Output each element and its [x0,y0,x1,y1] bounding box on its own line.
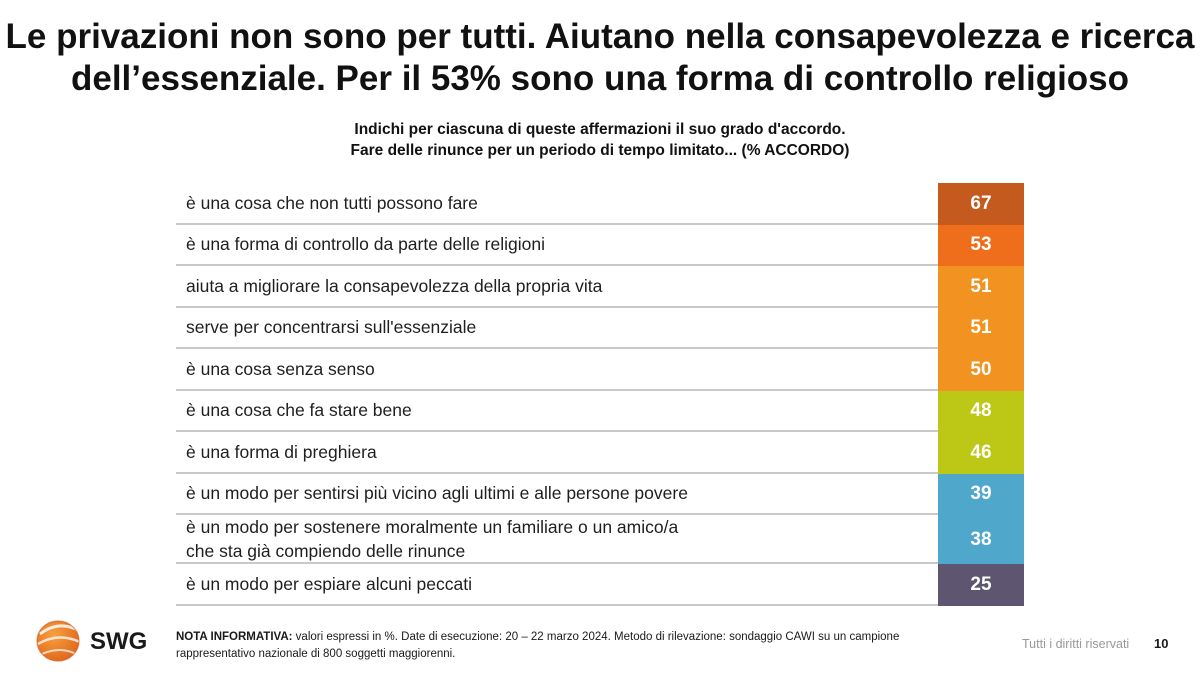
row-label-line: è un modo per sentirsi più vicino agli u… [186,483,688,504]
footnote-label: NOTA INFORMATIVA: [176,631,293,643]
chart-subtitle: Indichi per ciascuna di queste affermazi… [0,119,1200,161]
row-value: 48 [938,390,1024,432]
table-row: aiuta a migliorare la consapevolezza del… [176,266,1024,308]
table-row: è una forma di controllo da parte delle … [176,224,1024,266]
logo-text: SWG [90,628,148,655]
table-row: è una cosa che non tutti possono fare 67 [176,183,1024,225]
table-row: è una cosa che fa stare bene 48 [176,390,1024,432]
table-row: serve per concentrarsi sull'essenziale 51 [176,307,1024,349]
row-value: 67 [938,183,1024,225]
row-label: è una cosa senza senso [186,349,926,389]
row-value: 53 [938,224,1024,266]
row-label: è un modo per espiare alcuni peccati [186,564,926,604]
table-row: è un modo per sostenere moralmente un fa… [176,515,1024,564]
row-label: è una forma di controllo da parte delle … [186,225,926,265]
row-value: 46 [938,432,1024,474]
table-row: è una forma di preghiera 46 [176,432,1024,474]
row-label: è un modo per sentirsi più vicino agli u… [186,474,926,514]
row-label-line: è una forma di controllo da parte delle … [186,234,545,255]
row-label-line: che sta già compiendo delle rinunce [186,540,466,561]
page-number: 10 [1154,636,1169,651]
row-label: aiuta a migliorare la consapevolezza del… [186,266,926,306]
row-label-line: è un modo per espiare alcuni peccati [186,573,473,594]
footnote-text: valori espressi in %. Date di esecuzione… [176,631,900,660]
table-row: è una cosa senza senso 50 [176,349,1024,391]
row-label-line: è un modo per sostenere moralmente un fa… [186,516,679,537]
row-value: 51 [938,266,1024,308]
page-title: Le privazioni non sono per tutti. Aiutan… [0,16,1200,100]
row-label: è una cosa che non tutti possono fare [186,183,926,223]
row-value: 51 [938,307,1024,349]
title-line-1: Le privazioni non sono per tutti. Aiutan… [5,17,1195,56]
subtitle-line-2: Fare delle rinunce per un periodo di tem… [350,142,850,159]
row-value: 25 [938,564,1024,606]
row-value: 39 [938,473,1024,515]
row-value: 38 [938,515,1024,564]
table-row: è un modo per espiare alcuni peccati 25 [176,564,1024,606]
row-label-line: è una forma di preghiera [186,441,377,462]
row-label: è un modo per sostenere moralmente un fa… [186,515,926,562]
table-row: è un modo per sentirsi più vicino agli u… [176,473,1024,515]
row-label: è una cosa che fa stare bene [186,391,926,431]
title-line-2: dell’essenziale. Per il 53% sono una for… [70,59,1130,98]
row-label: è una forma di preghiera [186,432,926,472]
row-label: serve per concentrarsi sull'essenziale [186,308,926,348]
row-label-line: è una cosa senza senso [186,358,375,379]
subtitle-line-1: Indichi per ciascuna di queste affermazi… [354,121,846,138]
agreement-table: è una cosa che non tutti possono fare 67 è… [176,183,1024,606]
row-label-line: serve per concentrarsi sull'essenziale [186,317,477,338]
copyright-text: Tutti i diritti riservati [1022,637,1130,651]
row-label-line: aiuta a migliorare la consapevolezza del… [186,275,603,296]
swg-logo-icon [36,620,81,662]
row-value: 50 [938,349,1024,391]
row-label-line: è una cosa che non tutti possono fare [186,192,478,213]
row-label-line: è una cosa che fa stare bene [186,400,412,421]
footnote: NOTA INFORMATIVA: valori espressi in %. … [176,629,966,663]
